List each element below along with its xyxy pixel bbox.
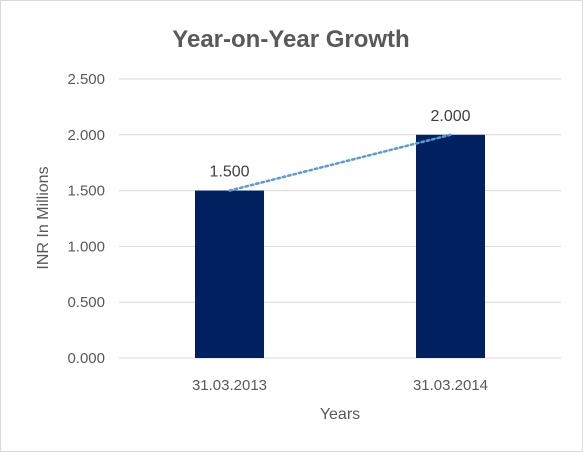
y-axis-ticks: 0.000 0.500 1.000 1.500 2.000 2.500 <box>67 71 105 367</box>
y-axis-title: INR In Millions <box>35 166 52 269</box>
chart-title: Year-on-Year Growth <box>172 26 409 53</box>
gridlines <box>119 78 561 359</box>
trendline <box>228 133 452 192</box>
y-tick-label: 1.500 <box>67 183 105 200</box>
y-tick-label: 0.500 <box>67 294 105 311</box>
data-label: 1.500 <box>209 164 249 181</box>
y-tick-label: 0.000 <box>67 350 105 367</box>
trendline-series <box>228 133 452 192</box>
x-axis-title: Years <box>320 406 360 423</box>
x-tick-label: 31.03.2013 <box>192 377 267 394</box>
y-tick-label: 1.000 <box>67 238 105 255</box>
bar <box>195 190 264 358</box>
bar <box>416 134 485 358</box>
x-tick-label: 31.03.2014 <box>413 377 488 394</box>
data-labels: 1.500 2.000 <box>209 108 470 181</box>
y-tick-label: 2.500 <box>67 71 105 88</box>
x-axis-ticks: 31.03.2013 31.03.2014 <box>192 377 488 394</box>
y-tick-label: 2.000 <box>67 127 105 144</box>
data-label: 2.000 <box>430 108 470 125</box>
bars <box>195 134 485 358</box>
